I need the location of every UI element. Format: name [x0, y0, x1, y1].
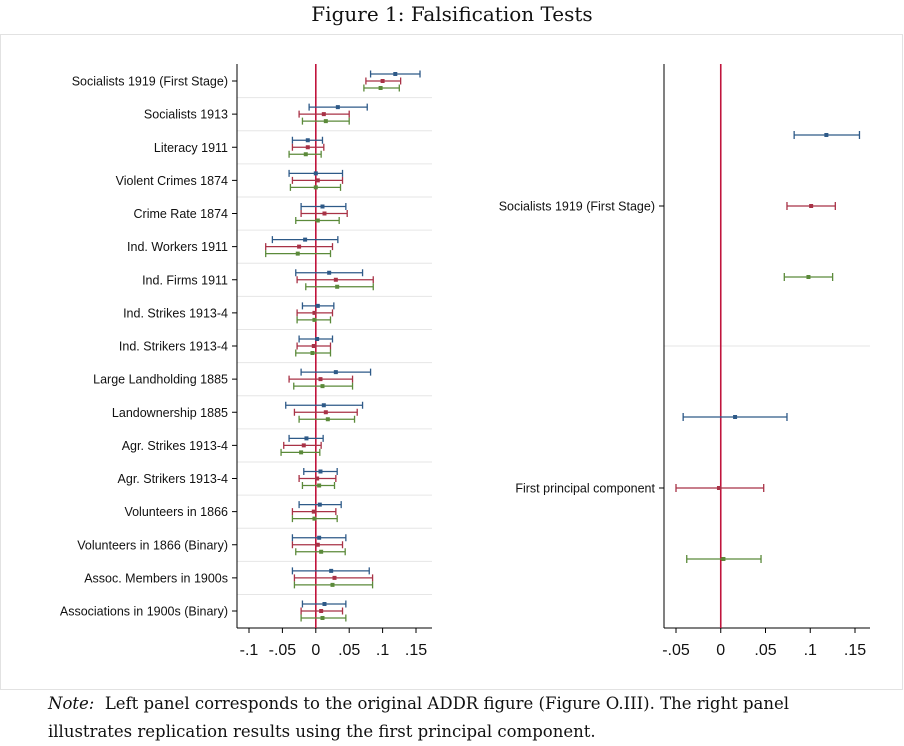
- point-estimate: [315, 542, 320, 547]
- point-estimate: [318, 469, 323, 474]
- x-tick-label: .1: [376, 642, 389, 659]
- point-estimate: [806, 275, 811, 279]
- x-tick-label: 0: [716, 642, 725, 659]
- point-estimate: [380, 79, 385, 83]
- y-tick-label: Associations in 1900s (Binary): [60, 605, 228, 619]
- point-estimate: [319, 549, 324, 554]
- x-tick-label: -.05: [269, 642, 297, 659]
- figure-title: Figure 1: Falsification Tests: [311, 2, 593, 26]
- x-tick-label: 0: [311, 642, 320, 659]
- right-panel: -.05 0 .05 .1 .15 Socialists 1919 (First Stag…: [499, 64, 870, 659]
- point-estimate: [310, 351, 315, 355]
- y-tick-label: Ind. Strikers 1913-4: [119, 340, 228, 354]
- y-tick-label: Socialists 1913: [144, 108, 228, 122]
- point-estimate: [329, 568, 334, 573]
- point-estimate: [315, 303, 320, 308]
- x-tick-label: -.1: [240, 642, 259, 659]
- y-tick-label: Volunteers in 1866: [124, 505, 228, 519]
- point-estimate: [311, 344, 316, 348]
- point-estimate: [301, 443, 306, 448]
- point-estimate: [320, 204, 325, 209]
- y-tick-label: Violent Crimes 1874: [116, 174, 228, 188]
- x-tick-label: .15: [405, 642, 427, 659]
- point-estimate: [317, 535, 322, 540]
- note-text: Left panel corresponds to the original A…: [48, 694, 790, 741]
- point-estimate: [323, 410, 328, 415]
- point-estimate: [332, 575, 337, 580]
- point-estimate: [378, 86, 383, 90]
- point-estimate: [323, 119, 328, 124]
- point-estimate: [330, 582, 335, 587]
- left-panel: -.1 -.05 0 .05 .1 .15 Socialists 1919 (First S…: [60, 64, 432, 659]
- point-estimate: [721, 557, 726, 561]
- point-estimate: [315, 476, 320, 481]
- point-estimate: [824, 133, 829, 137]
- y-tick-label: Ind. Strikes 1913-4: [123, 306, 228, 320]
- x-tick-label: .05: [754, 642, 776, 659]
- x-tick-label: .1: [804, 642, 817, 659]
- y-tick-label: Crime Rate 1874: [134, 207, 229, 221]
- y-tick-label: Socialists 1919 (First Stage): [499, 200, 655, 214]
- point-estimate: [325, 417, 330, 422]
- point-estimate: [315, 337, 320, 341]
- point-estimate: [327, 270, 332, 275]
- point-estimate: [317, 502, 322, 507]
- point-estimate: [318, 377, 323, 382]
- figure-frame: [0, 34, 903, 690]
- point-estimate: [716, 486, 721, 490]
- y-tick-label: Agr. Strikes 1913-4: [122, 439, 228, 453]
- point-estimate: [299, 450, 304, 455]
- point-estimate: [312, 516, 317, 521]
- point-estimate: [733, 415, 738, 419]
- point-estimate: [321, 403, 326, 408]
- point-estimate: [322, 602, 327, 606]
- point-estimate: [315, 178, 320, 183]
- y-tick-label: Volunteers in 1866 (Binary): [77, 538, 228, 552]
- y-tick-label: Socialists 1919 (First Stage): [72, 75, 228, 89]
- point-estimate: [317, 483, 322, 488]
- y-tick-label: Landownership 1885: [112, 406, 228, 420]
- point-estimate: [303, 237, 308, 242]
- point-estimate: [320, 616, 325, 620]
- point-estimate: [335, 284, 340, 289]
- y-tick-label: Ind. Firms 1911: [142, 273, 228, 287]
- y-tick-label: Agr. Strikers 1913-4: [118, 472, 229, 486]
- y-tick-label: First principal component: [515, 482, 655, 496]
- point-estimate: [305, 138, 310, 143]
- point-estimate: [320, 384, 325, 389]
- figure-note: Note: Left panel corresponds to the orig…: [48, 690, 868, 746]
- x-tick-label: .15: [844, 642, 866, 659]
- y-tick-label: Literacy 1911: [154, 141, 228, 155]
- point-estimate: [321, 112, 326, 117]
- x-tick-label: .05: [338, 642, 360, 659]
- point-estimate: [305, 145, 310, 150]
- point-estimate: [312, 310, 317, 315]
- y-tick-label: Assoc. Members in 1900s: [84, 571, 228, 585]
- point-estimate: [295, 251, 300, 256]
- x-tick-label: -.05: [662, 642, 690, 659]
- point-estimate: [303, 152, 308, 157]
- point-estimate: [304, 436, 309, 441]
- point-estimate: [313, 185, 318, 190]
- point-estimate: [315, 218, 320, 223]
- point-estimate: [335, 105, 340, 110]
- point-estimate: [322, 211, 327, 216]
- point-estimate: [393, 72, 398, 76]
- y-tick-label: Large Landholding 1885: [93, 373, 228, 387]
- note-label: Note:: [48, 694, 95, 713]
- y-tick-label: Ind. Workers 1911: [127, 240, 228, 254]
- point-estimate: [311, 509, 316, 514]
- point-estimate: [313, 171, 318, 176]
- point-estimate: [319, 609, 324, 613]
- point-estimate: [312, 317, 317, 322]
- point-estimate: [809, 204, 814, 208]
- point-estimate: [333, 370, 338, 375]
- point-estimate: [297, 244, 302, 249]
- point-estimate: [333, 277, 338, 282]
